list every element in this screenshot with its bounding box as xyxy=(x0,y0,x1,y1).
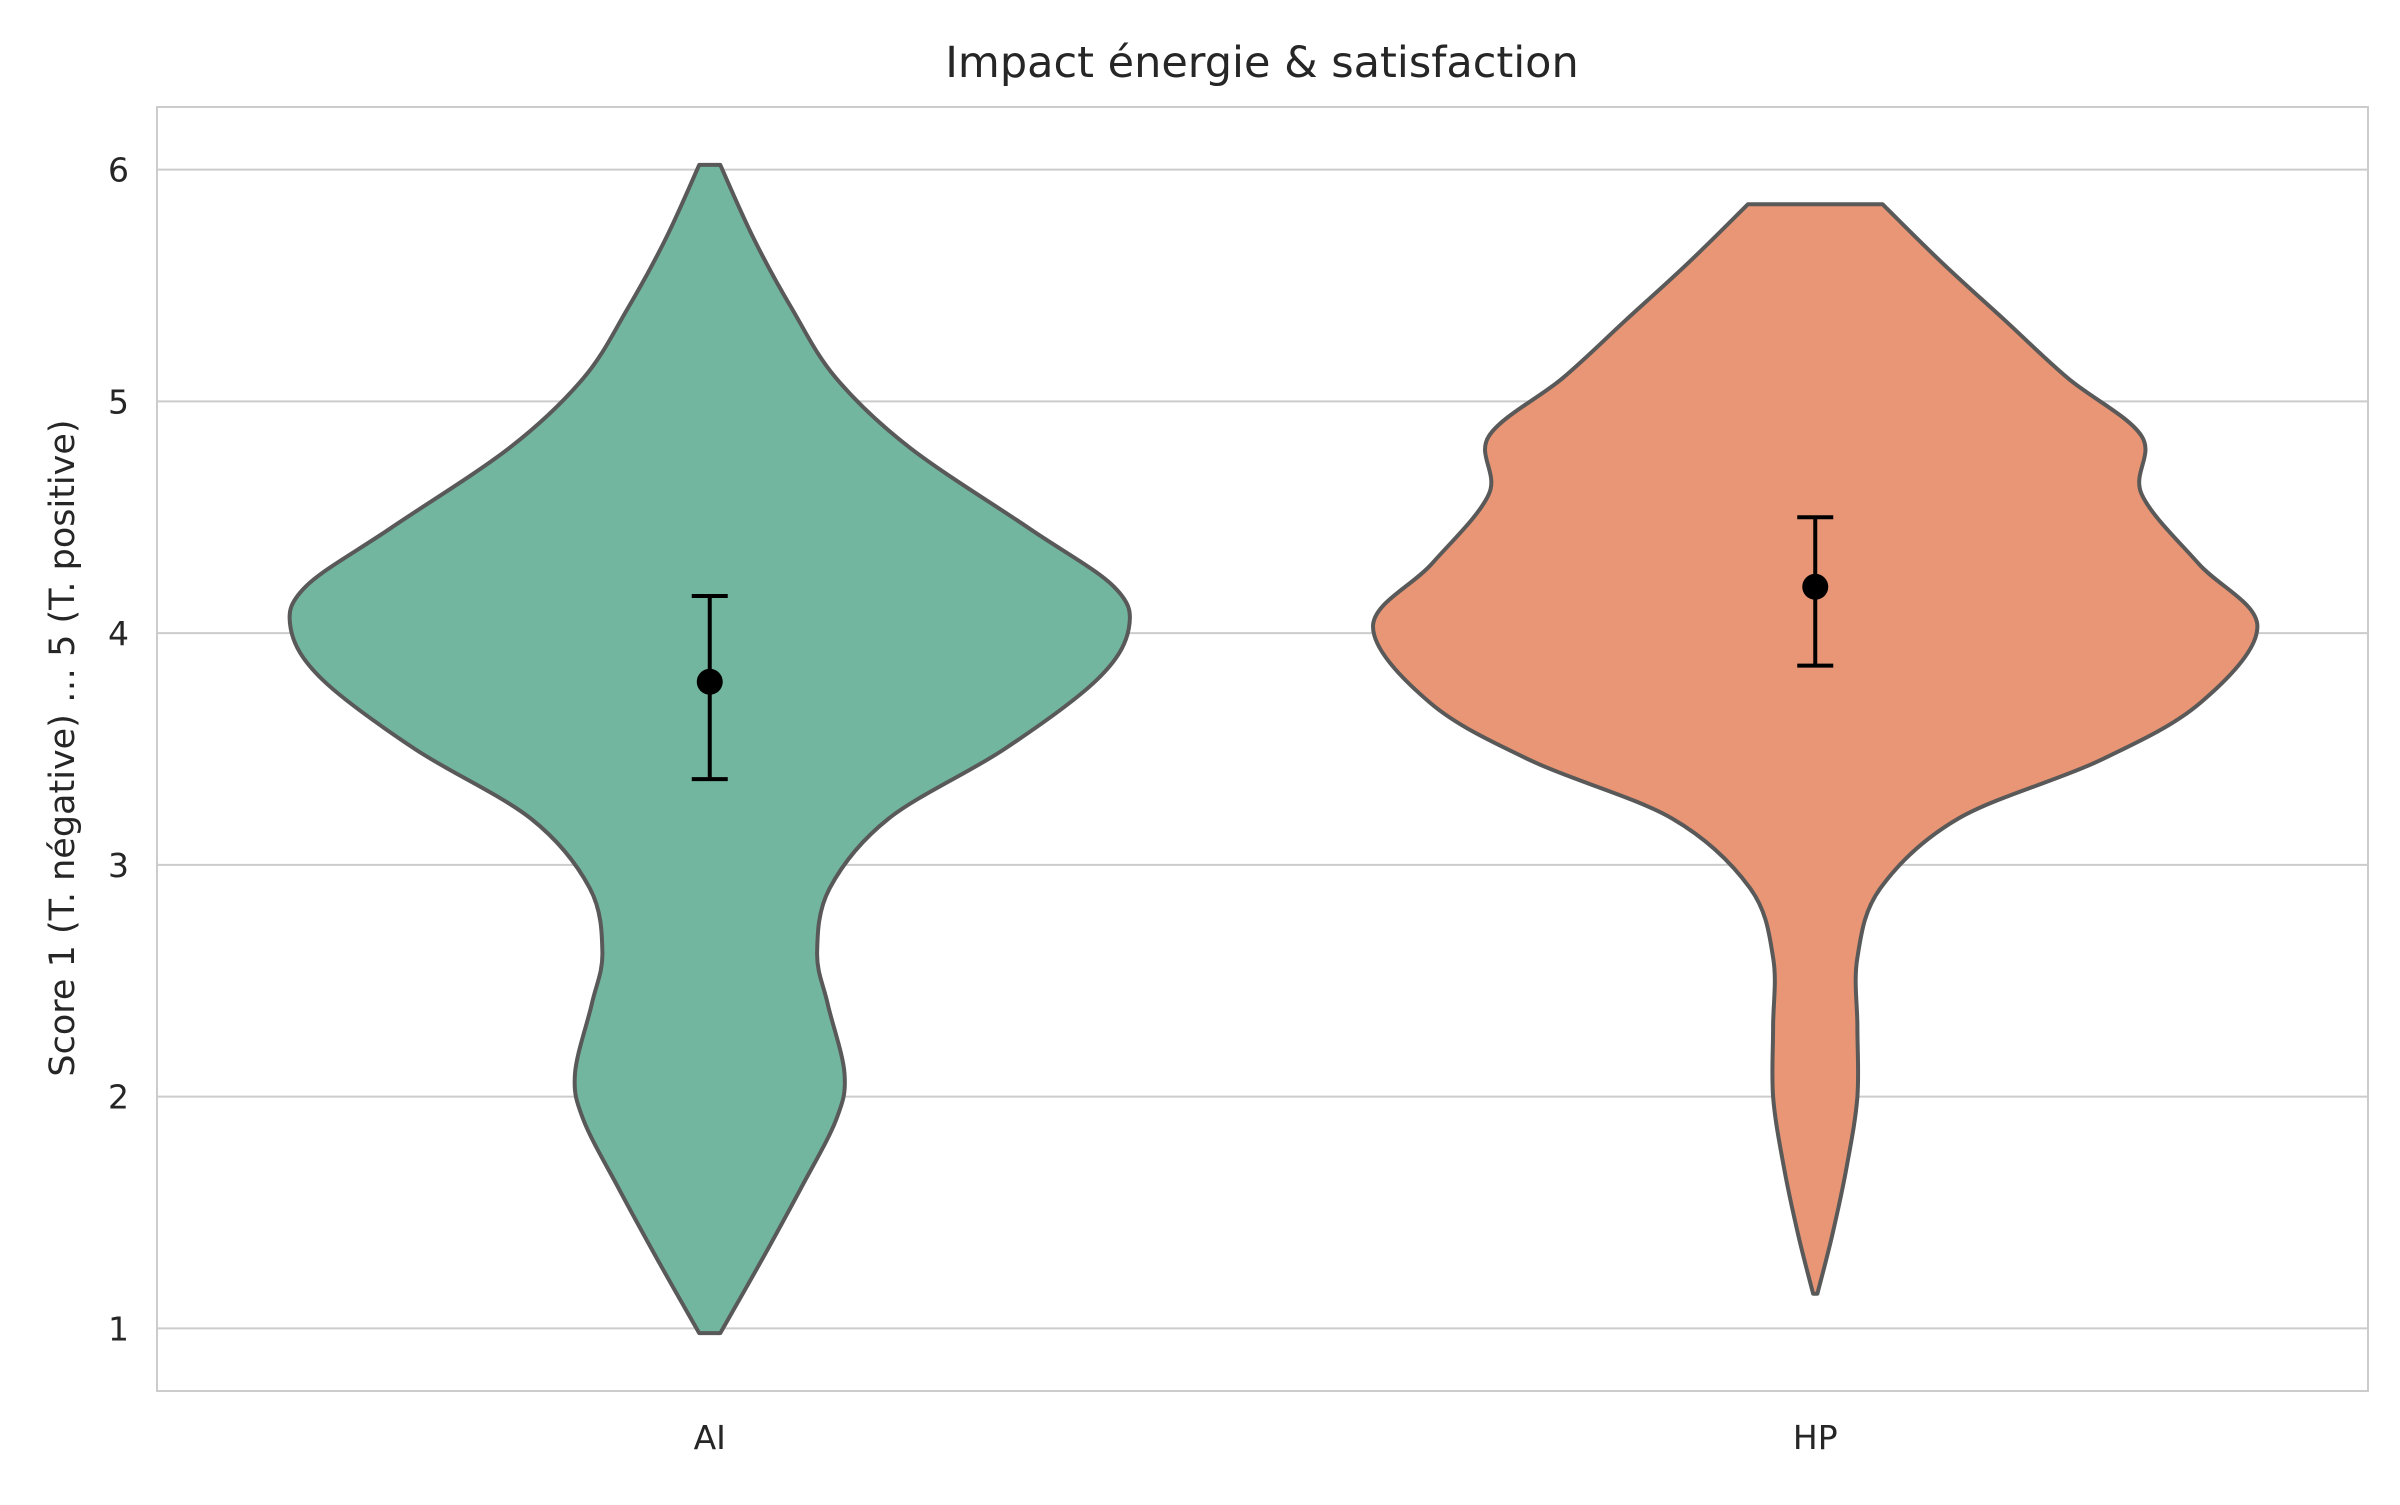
violin-hp xyxy=(1370,202,2260,1296)
chart-title: Impact énergie & satisfaction xyxy=(945,38,1579,88)
y-tick-label: 2 xyxy=(108,1078,129,1117)
x-tick-label: HP xyxy=(1793,1418,1838,1457)
mean-point xyxy=(696,668,723,695)
x-tick-labels: AI HP xyxy=(694,1418,1838,1457)
y-tick-labels: 1 2 3 4 5 6 xyxy=(108,151,129,1349)
y-tick-label: 4 xyxy=(108,614,129,653)
y-axis-label: Score 1 (T. négative) … 5 (T. positive) xyxy=(43,419,83,1076)
y-tick-label: 1 xyxy=(108,1309,129,1348)
y-tick-label: 3 xyxy=(108,846,129,885)
error-bars xyxy=(691,515,1834,782)
y-tick-label: 5 xyxy=(108,382,129,421)
x-tick-label: AI xyxy=(694,1418,726,1457)
plot-frame xyxy=(156,106,2369,1392)
mean-point xyxy=(1802,573,1829,600)
violins xyxy=(287,162,2260,1336)
y-tick-label: 6 xyxy=(108,151,129,190)
